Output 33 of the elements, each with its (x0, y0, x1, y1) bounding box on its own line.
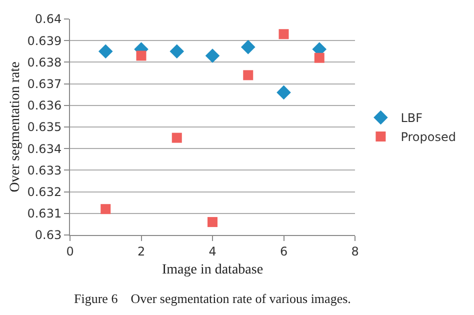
y-axis-title: Over segmentation rate (8, 62, 23, 192)
x-tick-label: 6 (280, 244, 288, 258)
y-tick-label: 0.635 (27, 120, 62, 134)
point (136, 50, 146, 61)
y-tick-label: 0.632 (27, 185, 62, 199)
point (278, 29, 289, 40)
point (243, 70, 254, 80)
y-tick-label: 0.637 (27, 77, 62, 91)
x-tick-label: 2 (137, 244, 146, 258)
point (208, 217, 218, 228)
x-tick-label: 4 (208, 244, 216, 258)
point (314, 52, 324, 63)
point (98, 44, 113, 59)
y-tick-label: 0.634 (27, 142, 62, 156)
y-tick-label: 0.636 (27, 98, 62, 113)
y-tick-label: 0.639 (27, 34, 62, 48)
x-tick-label: 0 (66, 244, 74, 258)
caption: Figure 6 Over segmentation rate of various images. (74, 291, 351, 306)
y-tick-label: 0.64 (34, 12, 62, 26)
legend-label: Proposed (400, 130, 456, 144)
x-axis-title: Image in database (162, 262, 264, 278)
point (172, 132, 182, 143)
legend-label: LBF (400, 111, 423, 126)
point (170, 44, 184, 59)
x-tick-label: 8 (351, 244, 359, 258)
y-tick-label: 0.631 (27, 206, 62, 221)
point (205, 48, 220, 63)
y-tick-label: 0.633 (27, 163, 62, 178)
point (276, 85, 291, 100)
point (100, 204, 111, 214)
y-tick-label: 0.638 (27, 55, 62, 70)
point (240, 40, 256, 54)
y-tick-label: 0.63 (34, 228, 62, 242)
